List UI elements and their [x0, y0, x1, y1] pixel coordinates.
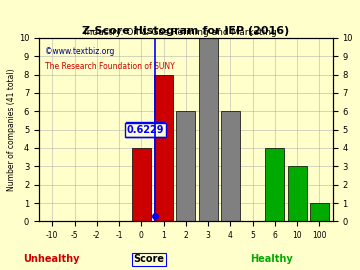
Text: Score: Score — [134, 254, 165, 264]
Bar — [176, 111, 195, 221]
Text: ©www.textbiz.org: ©www.textbiz.org — [45, 47, 114, 56]
Bar — [132, 148, 151, 221]
Text: Industry: Oil & Gas Refining and Marketing: Industry: Oil & Gas Refining and Marketi… — [84, 28, 276, 37]
Y-axis label: Number of companies (41 total): Number of companies (41 total) — [7, 68, 16, 191]
Bar — [265, 148, 284, 221]
Text: Healthy: Healthy — [250, 254, 293, 264]
Title: Z-Score Histogram for IEP (2016): Z-Score Histogram for IEP (2016) — [82, 26, 289, 36]
Bar — [310, 203, 329, 221]
Bar — [288, 166, 307, 221]
Bar — [199, 38, 217, 221]
Bar — [154, 75, 173, 221]
Bar — [221, 111, 240, 221]
Text: The Research Foundation of SUNY: The Research Foundation of SUNY — [45, 62, 175, 71]
Text: Unhealthy: Unhealthy — [23, 254, 80, 264]
Text: 0.6229: 0.6229 — [126, 124, 164, 135]
